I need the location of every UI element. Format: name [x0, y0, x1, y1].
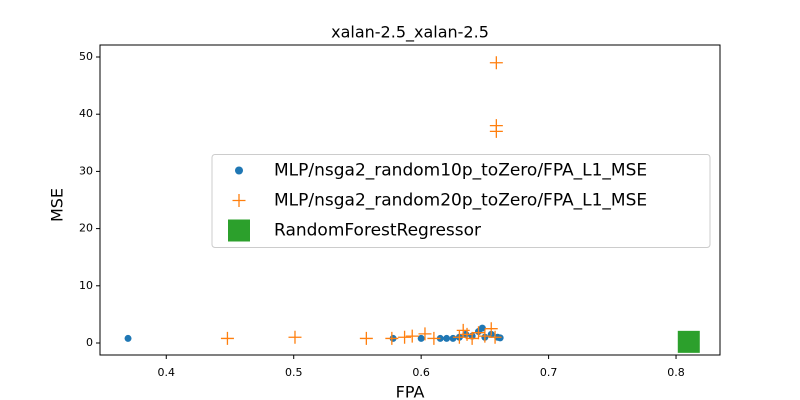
point — [488, 330, 502, 344]
y-tick-label: 40 — [79, 107, 93, 120]
legend-marker — [235, 166, 243, 175]
point — [677, 330, 700, 353]
legend-marker — [228, 219, 250, 242]
point — [417, 334, 425, 342]
legend-marker — [232, 194, 246, 207]
point — [124, 334, 132, 342]
point — [398, 330, 412, 344]
y-tick-label: 50 — [79, 50, 93, 63]
point — [465, 331, 479, 345]
point — [418, 327, 432, 341]
y-tick-label: 10 — [79, 279, 93, 292]
chart-title: xalan-2.5_xalan-2.5 — [331, 23, 489, 43]
y-tick-label: 0 — [86, 336, 93, 349]
point — [359, 331, 373, 345]
y-axis-label: MSE — [48, 188, 67, 222]
legend-box — [211, 154, 711, 248]
point — [452, 330, 466, 344]
x-tick-label: 0.4 — [158, 366, 176, 379]
x-axis-label: FPA — [396, 383, 425, 400]
plot-frame — [99, 44, 721, 356]
x-tick-label: 0.6 — [412, 366, 430, 379]
point — [478, 329, 492, 343]
point — [478, 324, 486, 332]
x-tick-label: 0.5 — [285, 366, 303, 379]
legend: MLP/nsga2_random10p_toZero/FPA_L1_MSE MLP… — [211, 154, 711, 248]
legend-label: RandomForestRegressor — [274, 221, 481, 241]
point — [471, 326, 485, 340]
point — [385, 331, 399, 345]
point — [489, 56, 503, 70]
x-tick-label: 0.7 — [540, 366, 558, 379]
y-tick-label: 30 — [79, 164, 93, 177]
point — [405, 329, 419, 343]
point — [288, 330, 302, 344]
point — [449, 334, 457, 342]
y-tick-label: 20 — [79, 222, 93, 235]
point — [484, 322, 498, 336]
point — [443, 334, 451, 342]
point — [489, 124, 503, 138]
point — [427, 331, 441, 345]
legend-label: MLP/nsga2_random20p_toZero/FPA_L1_MSE — [274, 191, 647, 211]
point — [220, 331, 234, 345]
x-tick-label: 0.8 — [667, 366, 685, 379]
legend-label: MLP/nsga2_random10p_toZero/FPA_L1_MSE — [274, 161, 647, 181]
